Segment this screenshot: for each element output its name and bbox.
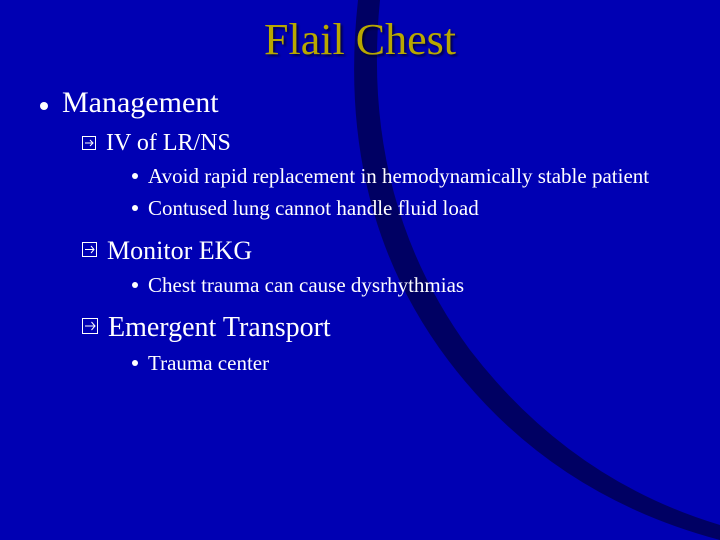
- l2-text: IV of LR/NS: [106, 130, 231, 157]
- l2-text: Emergent Transport: [108, 312, 331, 344]
- dot-icon: [132, 360, 138, 366]
- box-arrow-icon: [82, 318, 98, 334]
- bullet-l3-avoid: Avoid rapid replacement in hemodynamical…: [132, 163, 680, 189]
- bullet-l3-dysrhythmias: Chest trauma can cause dysrhythmias: [132, 272, 680, 298]
- bullet-l3-contused: Contused lung cannot handle fluid load: [132, 195, 680, 221]
- dot-icon: [132, 173, 138, 179]
- bullet-l2-monitor: Monitor EKG: [82, 236, 680, 266]
- bullet-l2-transport: Emergent Transport: [82, 312, 680, 344]
- l3-text: Chest trauma can cause dysrhythmias: [148, 272, 464, 298]
- slide-body: Management IV of LR/NS Avoid rapid repla…: [40, 80, 680, 376]
- l3-text: Contused lung cannot handle fluid load: [148, 195, 479, 221]
- box-arrow-icon: [82, 136, 96, 150]
- l3-text: Avoid rapid replacement in hemodynamical…: [148, 163, 649, 189]
- bullet-l3-trauma-center: Trauma center: [132, 350, 680, 376]
- dot-icon: [132, 205, 138, 211]
- dot-icon: [40, 102, 48, 110]
- bullet-l1-management: Management: [40, 86, 680, 120]
- l1-text: Management: [62, 86, 219, 120]
- l3-text: Trauma center: [148, 350, 269, 376]
- dot-icon: [132, 282, 138, 288]
- box-arrow-icon: [82, 242, 97, 257]
- l2-text: Monitor EKG: [107, 236, 252, 266]
- bullet-l2-iv: IV of LR/NS: [82, 130, 680, 157]
- slide-title: Flail Chest: [0, 14, 720, 65]
- slide: Flail Chest Management IV of LR/NS Avoid…: [0, 0, 720, 540]
